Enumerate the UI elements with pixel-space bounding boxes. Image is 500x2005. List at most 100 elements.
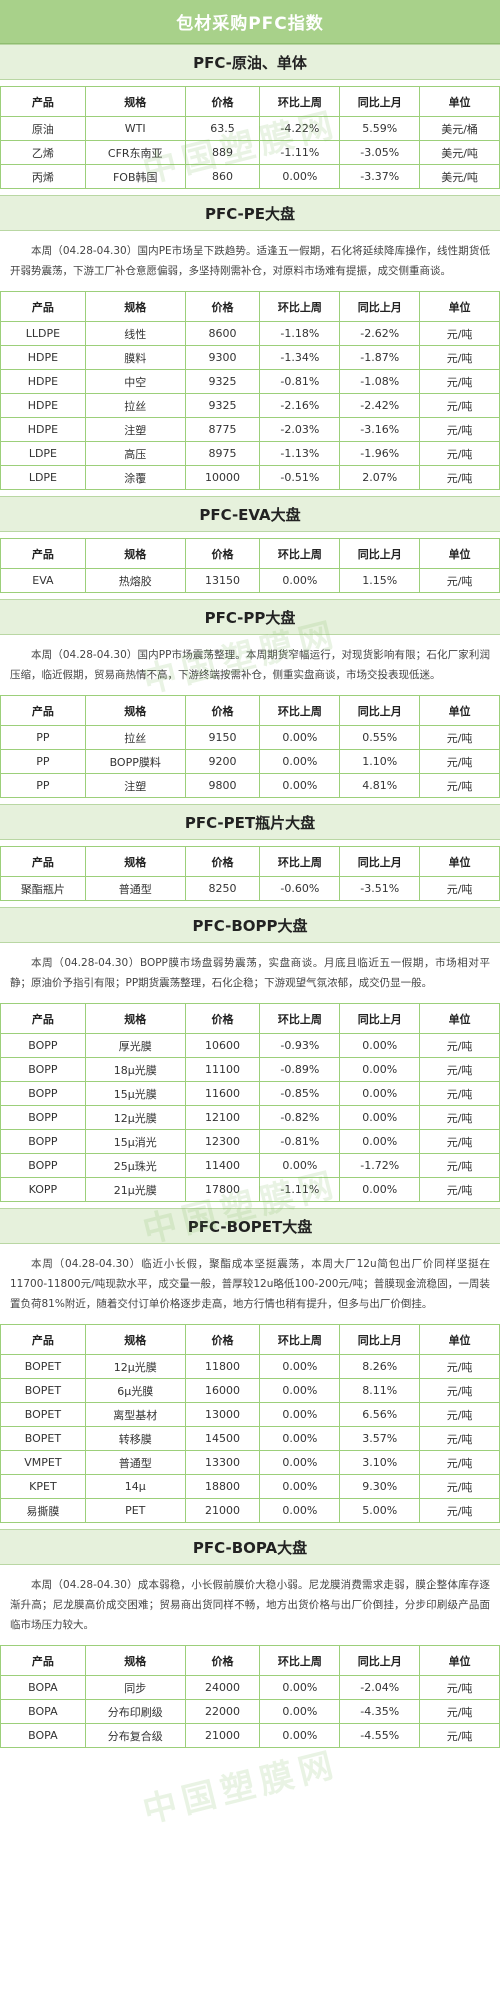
cell-spec: 分布复合级 xyxy=(84,1723,186,1748)
column-header-wow: 环比上周 xyxy=(259,846,341,877)
cell-unit: 元/吨 xyxy=(419,1057,500,1082)
cell-wow: 0.00% xyxy=(259,1153,341,1178)
cell-unit: 元/吨 xyxy=(419,1177,500,1202)
column-header-wow: 环比上周 xyxy=(259,1003,341,1034)
cell-wow: 0.00% xyxy=(259,164,341,189)
cell-wow: 0.00% xyxy=(259,1675,341,1700)
table-row: BOPET 6μ光膜 16000 0.00% 8.11% 元/吨 xyxy=(0,1378,500,1403)
cell-price: 11400 xyxy=(184,1153,261,1178)
table-row: KOPP 21μ光膜 17800 -1.11% 0.00% 元/吨 xyxy=(0,1177,500,1202)
cell-product: BOPET xyxy=(0,1354,86,1379)
cell-price: 21000 xyxy=(184,1723,261,1748)
table-row: BOPET 转移膜 14500 0.00% 3.57% 元/吨 xyxy=(0,1426,500,1451)
table-row: PP BOPP膜料 9200 0.00% 1.10% 元/吨 xyxy=(0,749,500,774)
cell-product: BOPA xyxy=(0,1723,86,1748)
cell-spec: 膜料 xyxy=(84,345,186,370)
market-summary-text: 本周（04.28-04.30）国内PP市场震荡整理。本周期货窄幅运行，对现货影响… xyxy=(10,649,490,681)
cell-product: LDPE xyxy=(0,441,86,466)
table-row: 原油 WTI 63.5 -4.22% 5.59% 美元/桶 xyxy=(0,116,500,141)
table-row: LLDPE 线性 8600 -1.18% -2.62% 元/吨 xyxy=(0,321,500,346)
cell-mom: 6.56% xyxy=(339,1402,421,1427)
cell-spec: 拉丝 xyxy=(84,393,186,418)
cell-unit: 元/吨 xyxy=(419,369,500,394)
table-row: HDPE 中空 9325 -0.81% -1.08% 元/吨 xyxy=(0,369,500,394)
cell-unit: 元/吨 xyxy=(419,1402,500,1427)
cell-wow: -0.51% xyxy=(259,465,341,490)
column-header-unit: 单位 xyxy=(419,846,500,877)
cell-wow: -0.82% xyxy=(259,1105,341,1130)
column-header-wow: 环比上周 xyxy=(259,1324,341,1355)
cell-price: 13150 xyxy=(184,568,261,593)
cell-product: BOPP xyxy=(0,1033,86,1058)
cell-wow: -1.13% xyxy=(259,441,341,466)
section-title: PFC-BOPET大盘 xyxy=(0,1208,500,1244)
cell-mom: 3.57% xyxy=(339,1426,421,1451)
cell-price: 9325 xyxy=(184,369,261,394)
cell-price: 8600 xyxy=(184,321,261,346)
column-header-spec: 规格 xyxy=(84,695,186,726)
cell-spec: WTI xyxy=(84,116,186,141)
cell-product: 丙烯 xyxy=(0,164,86,189)
cell-mom: 4.81% xyxy=(339,773,421,798)
cell-wow: -2.03% xyxy=(259,417,341,442)
cell-spec: 15μ光膜 xyxy=(84,1081,186,1106)
column-header-price: 价格 xyxy=(184,291,261,322)
cell-product: PP xyxy=(0,773,86,798)
cell-spec: 注塑 xyxy=(84,773,186,798)
cell-mom: -1.08% xyxy=(339,369,421,394)
column-header-spec: 规格 xyxy=(84,1324,186,1355)
cell-spec: 热熔胶 xyxy=(84,568,186,593)
cell-product: BOPP xyxy=(0,1057,86,1082)
market-summary-text: 本周（04.28-04.30）临近小长假，聚酯成本坚挺震荡，本周大厂12u简包出… xyxy=(10,1258,490,1310)
cell-mom: 9.30% xyxy=(339,1474,421,1499)
cell-mom: -1.72% xyxy=(339,1153,421,1178)
cell-wow: 0.00% xyxy=(259,1426,341,1451)
cell-spec: CFR东南亚 xyxy=(84,140,186,165)
market-summary: 本周（04.28-04.30）BOPP膜市场盘弱势震荡，实盘商谈。月底且临近五一… xyxy=(0,953,500,993)
cell-unit: 元/吨 xyxy=(419,345,500,370)
table-header-row: 产品 规格 价格 环比上周 同比上月 单位 xyxy=(0,86,500,117)
cell-price: 9325 xyxy=(184,393,261,418)
table-row: HDPE 拉丝 9325 -2.16% -2.42% 元/吨 xyxy=(0,393,500,418)
column-header-product: 产品 xyxy=(0,291,86,322)
page-title: 包材采购PFC指数 xyxy=(0,0,500,44)
cell-wow: 0.00% xyxy=(259,1474,341,1499)
cell-price: 12300 xyxy=(184,1129,261,1154)
table-header-row: 产品 规格 价格 环比上周 同比上月 单位 xyxy=(0,291,500,322)
cell-product: 乙烯 xyxy=(0,140,86,165)
cell-mom: -3.51% xyxy=(339,876,421,901)
cell-wow: 0.00% xyxy=(259,1402,341,1427)
table-row: PP 注塑 9800 0.00% 4.81% 元/吨 xyxy=(0,773,500,798)
cell-product: BOPET xyxy=(0,1426,86,1451)
cell-price: 63.5 xyxy=(184,116,261,141)
cell-wow: -0.81% xyxy=(259,1129,341,1154)
cell-mom: -4.55% xyxy=(339,1723,421,1748)
cell-price: 8250 xyxy=(184,876,261,901)
column-header-product: 产品 xyxy=(0,1003,86,1034)
cell-price: 17800 xyxy=(184,1177,261,1202)
cell-spec: 21μ光膜 xyxy=(84,1177,186,1202)
cell-unit: 元/吨 xyxy=(419,568,500,593)
price-table: 产品 规格 价格 环比上周 同比上月 单位 EVA 热熔胶 13150 0.00% 1.15% 元/吨 xyxy=(0,538,500,593)
cell-mom: -1.96% xyxy=(339,441,421,466)
market-summary: 本周（04.28-04.30）国内PP市场震荡整理。本周期货窄幅运行，对现货影响… xyxy=(0,645,500,685)
table-row: 丙烯 FOB韩国 860 0.00% -3.37% 美元/吨 xyxy=(0,164,500,189)
cell-price: 9150 xyxy=(184,725,261,750)
cell-wow: 0.00% xyxy=(259,773,341,798)
cell-unit: 元/吨 xyxy=(419,465,500,490)
cell-wow: -1.18% xyxy=(259,321,341,346)
column-header-unit: 单位 xyxy=(419,695,500,726)
cell-product: BOPET xyxy=(0,1402,86,1427)
cell-wow: 0.00% xyxy=(259,1723,341,1748)
cell-product: PP xyxy=(0,749,86,774)
cell-price: 9300 xyxy=(184,345,261,370)
cell-price: 13300 xyxy=(184,1450,261,1475)
table-row: BOPP 12μ光膜 12100 -0.82% 0.00% 元/吨 xyxy=(0,1105,500,1130)
market-summary-text: 本周（04.28-04.30）成本弱稳，小长假前膜价大稳小弱。尼龙膜消费需求走弱… xyxy=(10,1579,490,1631)
column-header-unit: 单位 xyxy=(419,538,500,569)
price-table: 产品 规格 价格 环比上周 同比上月 单位 原油 WTI 63.5 -4.22% 5.59% 美元/桶… xyxy=(0,86,500,189)
column-header-mom: 同比上月 xyxy=(339,1324,421,1355)
table-row: BOPA 同步 24000 0.00% -2.04% 元/吨 xyxy=(0,1675,500,1700)
column-header-mom: 同比上月 xyxy=(339,291,421,322)
column-header-unit: 单位 xyxy=(419,1324,500,1355)
